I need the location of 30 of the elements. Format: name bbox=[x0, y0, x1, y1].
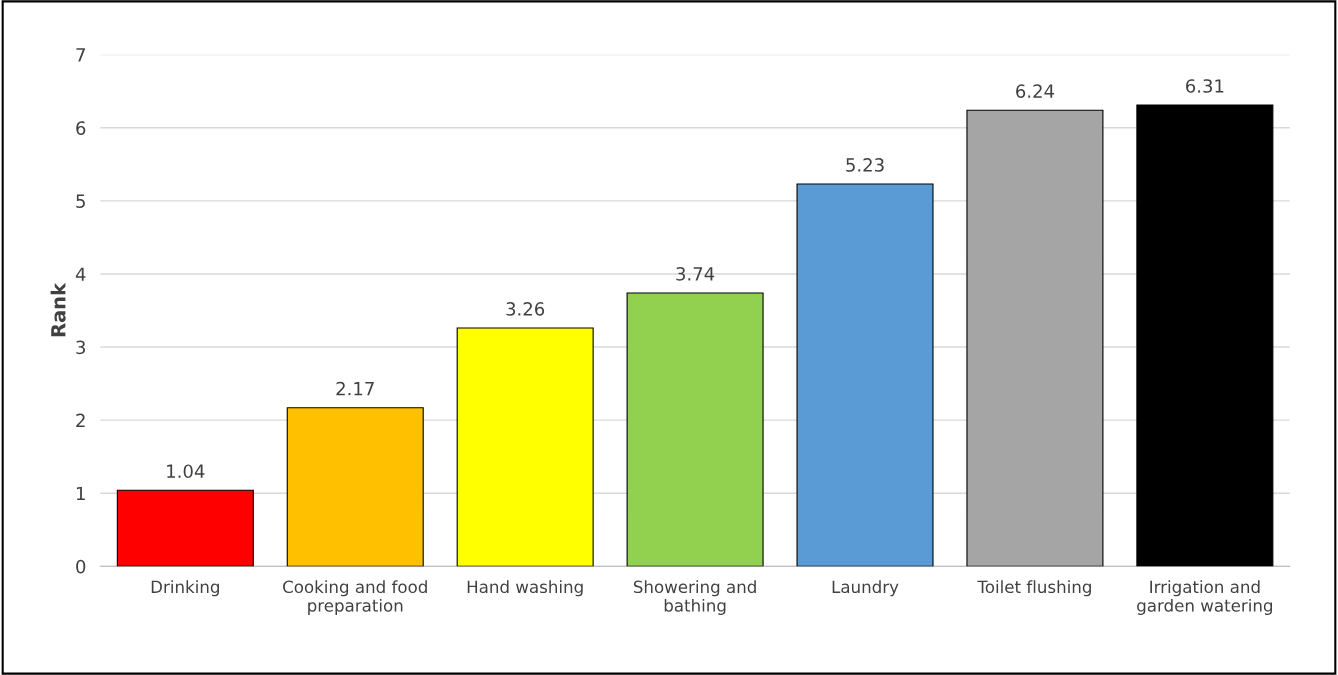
y-axis-title: Rank bbox=[50, 282, 66, 337]
data-label: 6.31 bbox=[1186, 79, 1224, 93]
data-label: 3.74 bbox=[676, 267, 715, 281]
y-tick-label: 5 bbox=[76, 194, 85, 208]
data-label: 6.24 bbox=[1016, 84, 1055, 98]
y-tick-label: 2 bbox=[76, 413, 85, 427]
bar bbox=[286, 407, 424, 567]
data-label: 5.23 bbox=[846, 158, 884, 172]
data-label: 1.04 bbox=[167, 464, 205, 479]
bar bbox=[966, 109, 1104, 567]
bar bbox=[456, 327, 594, 567]
x-tick-label: Toilet flushing bbox=[977, 580, 1091, 597]
bar bbox=[626, 292, 764, 567]
x-tick-label: Showering and bathing bbox=[633, 580, 756, 616]
y-tick-label: 6 bbox=[76, 121, 86, 135]
x-tick-label: Hand washing bbox=[467, 580, 583, 597]
x-tick-label: Drinking bbox=[151, 580, 219, 597]
x-tick-label: Cooking and food preparation bbox=[283, 580, 427, 616]
data-label: 3.26 bbox=[506, 302, 545, 316]
bar bbox=[796, 183, 934, 567]
y-tick-label: 0 bbox=[76, 559, 86, 574]
x-tick-label: Laundry bbox=[832, 580, 899, 597]
y-tick-label: 1 bbox=[76, 486, 85, 501]
y-tick-label: 7 bbox=[76, 48, 85, 62]
bar bbox=[1136, 104, 1274, 567]
y-tick-label: 4 bbox=[75, 267, 86, 281]
y-tick-label: 3 bbox=[76, 340, 86, 355]
bar bbox=[116, 489, 254, 567]
x-tick-label: Irrigation and garden watering bbox=[1137, 580, 1273, 616]
data-label: 2.17 bbox=[336, 381, 374, 396]
